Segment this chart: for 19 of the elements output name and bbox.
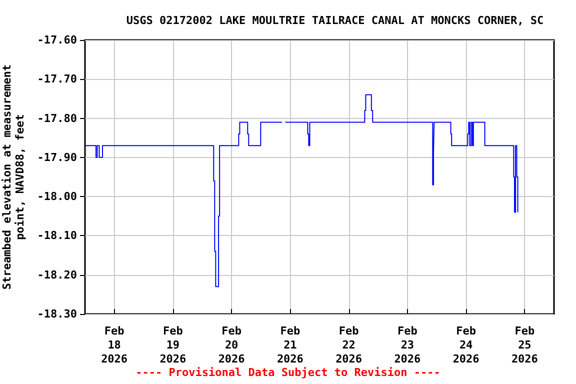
y-tick-label: -17.90 [37, 150, 77, 164]
y-tick-label: -17.70 [37, 72, 77, 86]
x-tick-label: Feb 23 2026 [394, 324, 422, 366]
chart-title: USGS 02172002 LAKE MOULTRIE TAILRACE CANAL AT MONCKS CORNER, SC [126, 14, 544, 27]
y-tick-label: -17.80 [37, 112, 77, 125]
x-tick-label: Feb 21 2026 [276, 324, 304, 366]
x-tick-label: Feb 24 2026 [452, 324, 480, 366]
y-tick-label: -18.30 [37, 308, 77, 320]
x-tick-label: Feb 19 2026 [160, 324, 187, 366]
x-tick-label: Feb 22 2026 [336, 324, 362, 366]
y-tick-label: -18.00 [37, 190, 77, 204]
x-tick-label: Feb 18 2026 [101, 324, 128, 366]
x-tick-label: Feb 25 2026 [511, 324, 538, 366]
x-tick-label: Feb 20 2026 [218, 324, 246, 366]
y-tick-label: -18.10 [37, 229, 77, 242]
y-axis-title: Streambed elevation at measurement point, NAVD88, feet [0, 64, 26, 290]
text: ---- Provisional Data Subject to Revision ---- [136, 366, 440, 379]
y-tick-label: -18.20 [37, 268, 77, 282]
y-tick-label: -17.60 [37, 34, 77, 46]
